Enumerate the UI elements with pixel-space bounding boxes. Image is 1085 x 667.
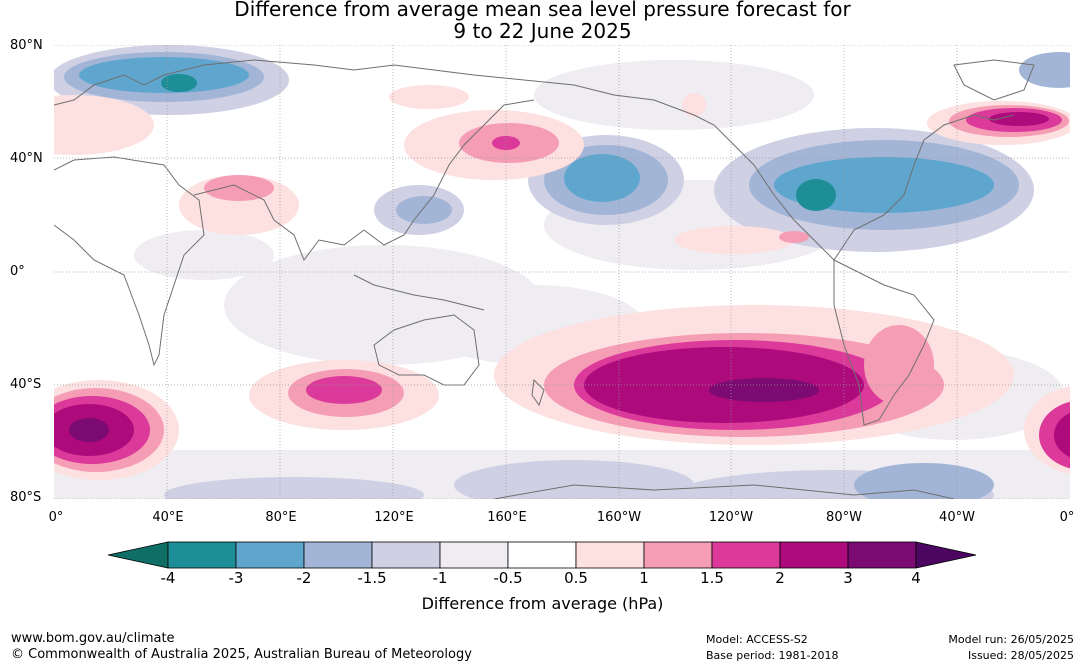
field-spac-high-max bbox=[709, 378, 819, 402]
field-china-low-mid bbox=[396, 196, 452, 224]
legend-swatch bbox=[779, 541, 849, 569]
legend-swatch bbox=[643, 541, 713, 569]
footer-url: www.bom.gov.au/climate bbox=[11, 631, 175, 646]
coast-europe bbox=[54, 59, 695, 116]
field-southern-low3 bbox=[164, 477, 424, 499]
gridlines bbox=[54, 45, 1070, 499]
coastlines bbox=[54, 59, 1035, 499]
legend-tick-label: -2 bbox=[296, 569, 312, 587]
coast-new-zealand bbox=[531, 378, 545, 407]
legend-tick-label: -0.5 bbox=[493, 569, 523, 587]
field-southern-low1 bbox=[454, 460, 694, 499]
field-epac-high bbox=[674, 226, 794, 254]
legend-tick-label: -1 bbox=[432, 569, 448, 587]
legend-tick-label: 4 bbox=[911, 569, 921, 587]
footer-model: Model: ACCESS-S2 bbox=[706, 633, 808, 646]
legend-swatch bbox=[235, 541, 305, 569]
field-japan-high-core bbox=[492, 136, 520, 150]
coast-australia bbox=[373, 314, 480, 386]
coast-antarctica bbox=[493, 484, 955, 499]
legend-tick-label: 0.5 bbox=[564, 569, 588, 587]
footer-copyright: © Commonwealth of Australia 2025, Austra… bbox=[11, 647, 472, 662]
legend-title: Difference from average (hPa) bbox=[421, 594, 664, 613]
field-arctic-low-east bbox=[1019, 52, 1070, 88]
lon-label-120e: 120°E bbox=[374, 510, 414, 525]
lon-label-40e: 40°E bbox=[152, 510, 184, 525]
field-indian-high-core bbox=[306, 376, 382, 404]
lat-label-80n: 80°N bbox=[10, 38, 43, 53]
colour-legend-bar bbox=[108, 541, 977, 569]
lon-label-80e: 80°E bbox=[265, 510, 297, 525]
legend-tick-label: -1.5 bbox=[357, 569, 387, 587]
field-natlantic-high-core bbox=[989, 112, 1049, 126]
legend-swatch bbox=[439, 541, 509, 569]
lon-label-160e: 160°E bbox=[487, 510, 527, 525]
footer-base-period: Base period: 1981-2018 bbox=[706, 649, 839, 662]
legend-tick-label: 1 bbox=[639, 569, 649, 587]
lat-label-40n: 40°N bbox=[10, 151, 43, 166]
legend-tick-label: -4 bbox=[160, 569, 176, 587]
coast-east-asia bbox=[363, 99, 535, 246]
legend-swatch bbox=[371, 541, 441, 569]
map-title-line2: 9 to 22 June 2025 bbox=[453, 19, 632, 43]
field-alaska-high bbox=[682, 93, 706, 117]
lat-label-80s: 80°S bbox=[10, 490, 42, 505]
field-iberia-high bbox=[54, 95, 154, 155]
legend-tick-label: 3 bbox=[843, 569, 853, 587]
field-neg05-arctic bbox=[534, 60, 814, 130]
field-southern-low4 bbox=[854, 463, 994, 499]
coast-arabia-india bbox=[193, 184, 365, 262]
legend-swatch bbox=[711, 541, 781, 569]
lon-label-40w: 40°W bbox=[939, 510, 975, 525]
pressure-anomaly-map bbox=[54, 45, 1070, 499]
legend-tick-label: 2 bbox=[775, 569, 785, 587]
field-europe-low-core bbox=[161, 74, 197, 92]
legend-extend-high bbox=[915, 541, 977, 569]
legend-extend-low bbox=[108, 541, 169, 569]
lon-label-0-west: 0° bbox=[48, 510, 64, 525]
field-neg05-africa bbox=[134, 230, 274, 280]
map-title-line1: Difference from average mean sea level p… bbox=[234, 0, 851, 21]
lat-label-0: 0° bbox=[10, 264, 25, 279]
field-mexico-high bbox=[779, 231, 809, 243]
footer-issued: Issued: 28/05/2025 bbox=[967, 649, 1074, 662]
field-east-edge-high-core bbox=[1054, 412, 1070, 458]
field-namerica-low-core bbox=[796, 179, 836, 211]
field-npac-low-inner bbox=[564, 154, 640, 202]
field-argentina-high bbox=[864, 325, 934, 405]
lat-label-40s: 40°S bbox=[10, 377, 42, 392]
coast-north-america bbox=[693, 114, 1015, 261]
anomaly-field bbox=[54, 45, 1070, 499]
coast-africa bbox=[54, 156, 205, 367]
lon-label-0-east: 0° bbox=[1059, 510, 1075, 525]
footer-model-run: Model run: 26/05/2025 bbox=[948, 633, 1074, 646]
lon-label-120w: 120°W bbox=[708, 510, 754, 525]
field-satlantic-high-max bbox=[69, 418, 109, 442]
coast-maritime bbox=[353, 274, 485, 311]
legend-tick-label: -3 bbox=[228, 569, 244, 587]
legend-swatch bbox=[847, 541, 917, 569]
lon-label-160w: 160°W bbox=[596, 510, 642, 525]
legend-swatch bbox=[303, 541, 373, 569]
coast-south-america bbox=[833, 259, 935, 426]
field-siberia-high bbox=[389, 85, 469, 109]
legend-tick-label: 1.5 bbox=[700, 569, 724, 587]
legend-swatch bbox=[575, 541, 645, 569]
lon-label-80w: 80°W bbox=[826, 510, 862, 525]
legend-swatch bbox=[167, 541, 237, 569]
legend-swatch bbox=[507, 541, 577, 569]
coast-greenland bbox=[953, 59, 1035, 101]
